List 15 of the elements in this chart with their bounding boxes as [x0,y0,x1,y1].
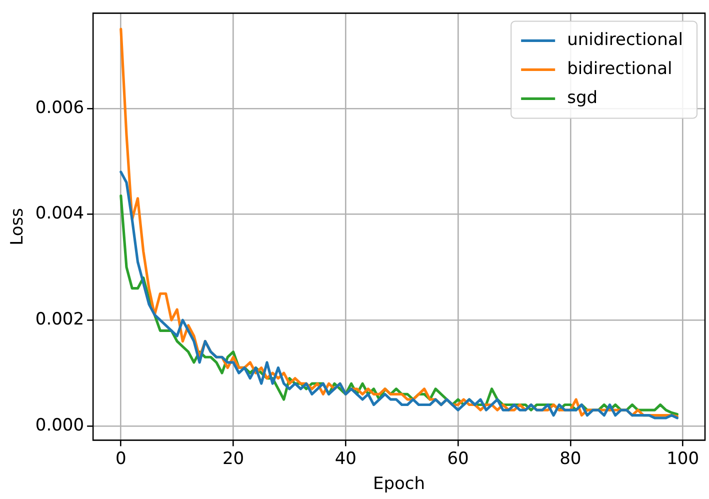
legend-label: unidirectional [567,30,684,50]
x-axis-title: Epoch [373,474,426,494]
y-axis-title: Loss [8,208,28,246]
legend-label: sgd [567,88,598,108]
x-tick-label: 40 [334,448,356,469]
y-tick-label: 0.002 [35,310,84,330]
y-tick-label: 0.006 [35,98,84,118]
x-tick-label: 60 [447,448,469,469]
x-tick-label: 20 [222,448,244,469]
y-tick-label: 0.000 [35,415,84,436]
x-tick-label: 100 [666,448,700,469]
x-tick-label: 80 [560,448,582,469]
y-tick-label: 0.004 [35,204,84,224]
legend-label: bidirectional [567,59,672,80]
x-tick-label: 0 [115,448,126,469]
